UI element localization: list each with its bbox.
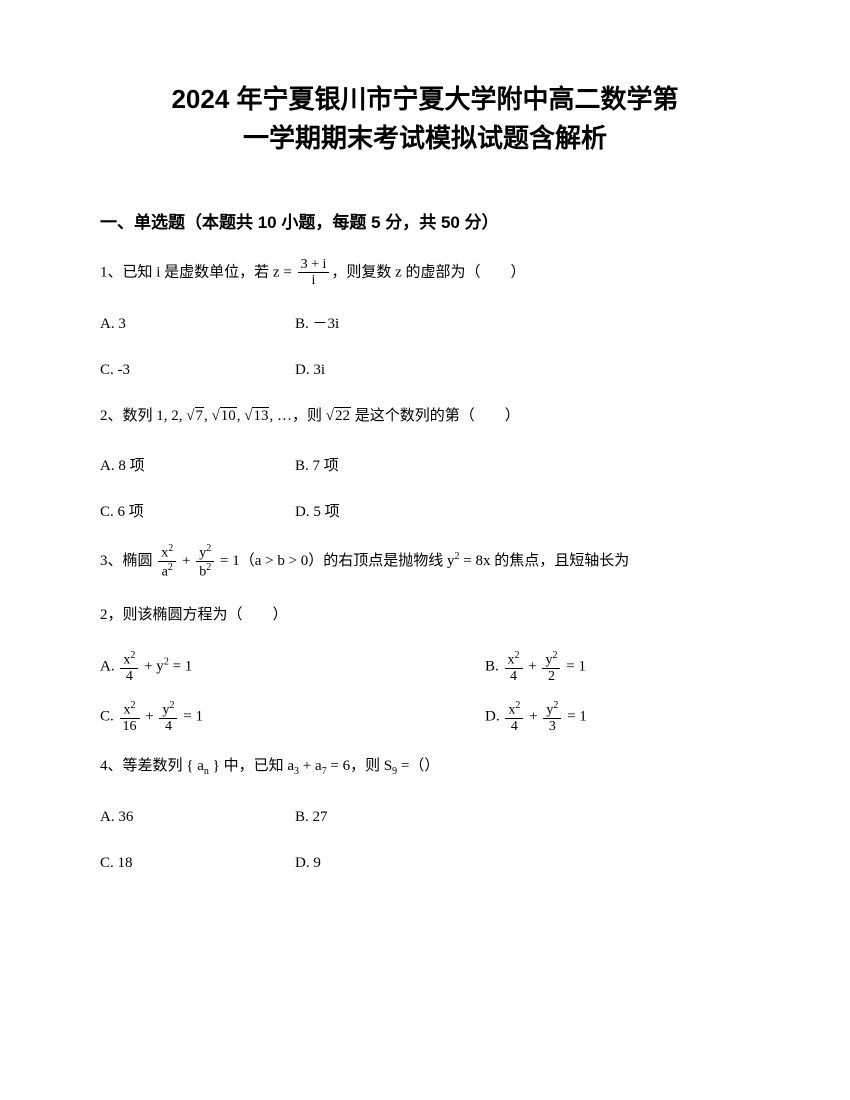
title-line-1: 2024 年宁夏银川市宁夏大学附中高二数学第 [171,84,678,114]
q1-opt-a: A. 3 [100,309,295,339]
q3-opt-a: A. x24 + y2 = 1 [100,650,425,684]
q2-options-row2: C. 6 项 D. 5 项 [100,497,750,527]
question-4: 4、等差数列 { an } 中，已知 a3 + a7 = 6，则 S9 =（） [100,751,750,782]
q3-frac1: x2a2 [158,543,176,580]
q1-number: 1、 [100,264,123,280]
q1-text-before: 已知 i 是虚数单位，若 z = [123,264,296,280]
exam-title: 2024 年宁夏银川市宁夏大学附中高二数学第 一学期期末考试模拟试题含解析 [100,80,750,158]
q2-opt-a: A. 8 项 [100,451,295,481]
q1-options-row1: A. 3 B. －3i [100,309,750,339]
q4-opt-b: B. 27 [295,802,750,832]
sqrt-icon: 22 [326,401,351,431]
q3-text-mid2: = 8x 的焦点，且短轴长为 [460,553,630,569]
sqrt-icon: 10 [212,401,237,431]
q3-text-mid1: = 1（a > b > 0）的右顶点是抛物线 y [216,553,454,569]
q1-fraction: 3 + ii [298,257,330,289]
q2-opt-b: B. 7 项 [295,451,750,481]
q3-opt-b: B. x24 + y22 = 1 [425,650,750,684]
sqrt-icon: 13 [244,401,269,431]
q1-opt-c: C. -3 [100,355,295,385]
q2-opt-d: D. 5 项 [295,497,750,527]
q3-options-row1: A. x24 + y2 = 1 B. x24 + y22 = 1 [100,650,750,684]
question-3: 3、椭圆 x2a2 + y2b2 = 1（a > b > 0）的右顶点是抛物线 … [100,543,750,580]
q2-text-before: 数列 1, 2, [123,408,187,424]
section-1-header: 一、单选题（本题共 10 小题，每题 5 分，共 50 分） [100,208,750,233]
q4-opt-d: D. 9 [295,848,750,878]
q1-opt-d: D. 3i [295,355,750,385]
q2-opt-c: C. 6 项 [100,497,295,527]
q3-options-row2: C. x216 + y24 = 1 D. x24 + y23 = 1 [100,700,750,734]
q4-opt-c: C. 18 [100,848,295,878]
q1-opt-b: B. －3i [295,309,750,339]
q3-frac2: y2b2 [196,543,214,580]
q4-text-before: 等差数列 { a [123,758,204,774]
q3-text-before: 椭圆 [123,553,157,569]
q4-options-row2: C. 18 D. 9 [100,848,750,878]
q4-options-row1: A. 36 B. 27 [100,802,750,832]
q2-text-after: 是这个数列的第（ ） [351,408,520,424]
q2-options-row1: A. 8 项 B. 7 项 [100,451,750,481]
q2-text-mid: , …，则 [269,408,325,424]
q3-number: 3、 [100,553,123,569]
question-2: 2、数列 1, 2, 7, 10, 13, …，则 22 是这个数列的第（ ） [100,401,750,431]
q2-number: 2、 [100,408,123,424]
question-1: 1、已知 i 是虚数单位，若 z = 3 + ii，则复数 z 的虚部为（ ） [100,257,750,289]
q4-opt-a: A. 36 [100,802,295,832]
q1-options-row2: C. -3 D. 3i [100,355,750,385]
sqrt-icon: 7 [186,401,204,431]
title-line-2: 一学期期末考试模拟试题含解析 [243,123,607,153]
q3-opt-c: C. x216 + y24 = 1 [100,700,425,734]
q1-text-after: ，则复数 z 的虚部为（ ） [331,264,525,280]
q3-opt-d: D. x24 + y23 = 1 [425,700,750,734]
question-3-line2: 2，则该椭圆方程为（ ） [100,600,750,630]
q4-number: 4、 [100,758,123,774]
